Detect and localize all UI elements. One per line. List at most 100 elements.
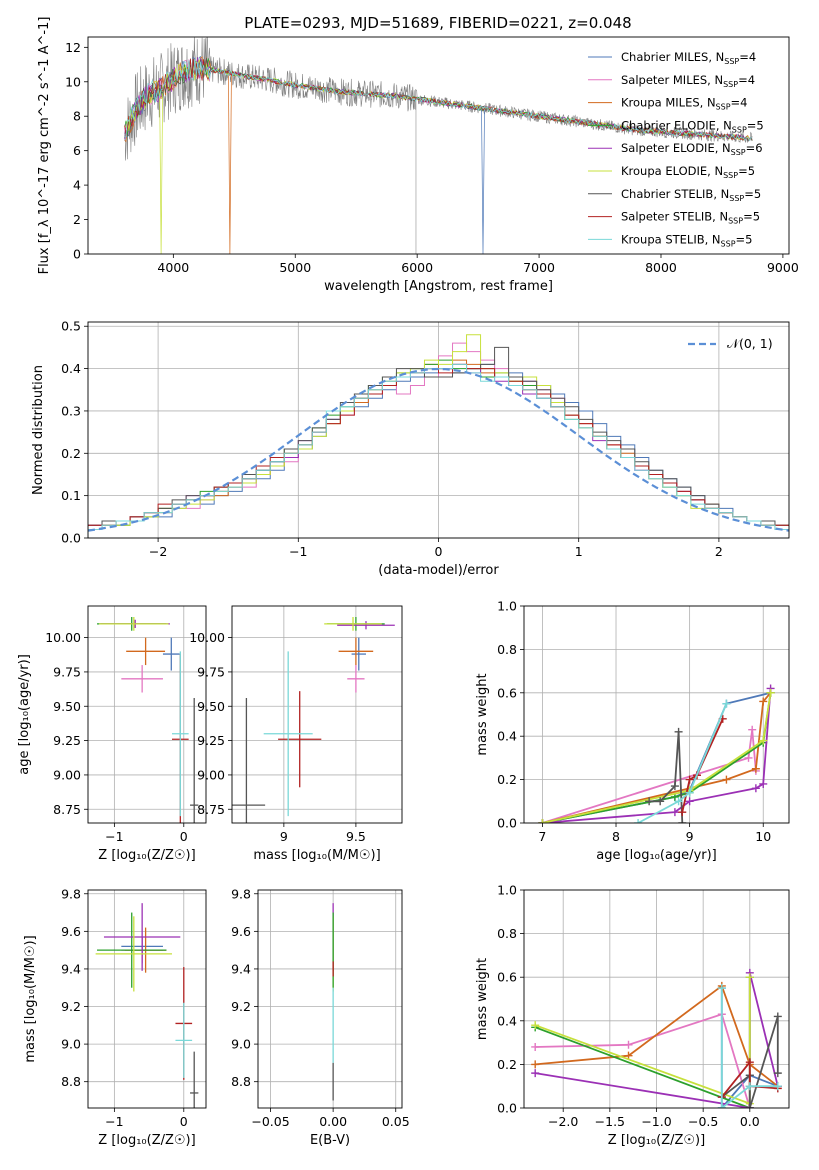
series-line bbox=[542, 729, 757, 823]
legend-label: Kroupa ELODIE, NSSP=5 bbox=[621, 164, 755, 180]
plus-marker bbox=[759, 697, 768, 706]
y-tick-label: 0.2 bbox=[61, 446, 81, 461]
y-axis-label: mass weight bbox=[475, 958, 490, 1040]
x-tick-label: −0.5 bbox=[688, 1114, 718, 1129]
y-tick-label: 9.50 bbox=[53, 699, 81, 714]
plus-marker bbox=[759, 779, 768, 788]
y-tick-label: 9.4 bbox=[231, 961, 251, 976]
x-tick-label: 0.05 bbox=[382, 1114, 410, 1129]
plus-marker bbox=[674, 727, 683, 736]
plus-marker bbox=[751, 764, 760, 773]
x-tick-label: 0.00 bbox=[319, 1114, 347, 1129]
residual-plot bbox=[88, 334, 789, 538]
x-axis-label: mass [log₁₀(M/M☉)] bbox=[253, 848, 380, 863]
plus-marker bbox=[678, 819, 687, 823]
x-axis-label: wavelength [Angstrom, rest frame] bbox=[324, 279, 553, 294]
x-tick-label: 10 bbox=[755, 829, 771, 844]
y-tick-label: 0.0 bbox=[497, 816, 517, 831]
y-tick-label: 9.8 bbox=[61, 886, 81, 901]
age_vs_mass-axes: 9 9.5 8.75 9.00 9.25 9.50 9.75 10.00 mass [log₁₀… bbox=[189, 606, 402, 863]
plus-marker bbox=[678, 808, 687, 817]
series-line bbox=[720, 988, 778, 1108]
plus-marker bbox=[624, 1040, 633, 1049]
y-axis-label: Normed distribution bbox=[31, 365, 46, 495]
spectrum-frame bbox=[87, 36, 790, 255]
plus-marker bbox=[759, 736, 768, 745]
plus-marker bbox=[531, 1021, 540, 1030]
mass_vs_Z-frame bbox=[87, 889, 207, 1109]
y-tick-label: 0.4 bbox=[497, 1013, 517, 1028]
y-tick-label: 0 bbox=[73, 247, 81, 262]
y-tick-label: 8 bbox=[73, 109, 81, 124]
y-tick-label: 0.2 bbox=[497, 772, 517, 787]
age_vs_Z-frame bbox=[87, 605, 207, 824]
plus-marker bbox=[634, 819, 643, 823]
plus-marker bbox=[748, 725, 757, 734]
plus-marker bbox=[670, 782, 679, 791]
plus-marker bbox=[531, 1069, 540, 1078]
y-tick-label: 9.00 bbox=[197, 767, 225, 782]
y-tick-label: 0.0 bbox=[61, 531, 81, 546]
x-axis-label: Z [log₁₀(Z/Z☉)] bbox=[608, 1133, 705, 1148]
plus-marker bbox=[751, 784, 760, 793]
y-axis-label: age [log₁₀(age/yr)] bbox=[17, 654, 32, 775]
mass_vs_ebv-axes: −0.05 0.00 0.05 8.8 9.0 9.2 9.4 9.6 9.8 E(B-V) bbox=[231, 886, 410, 1148]
legend-label: Kroupa MILES, NSSP=4 bbox=[621, 96, 747, 112]
age_vs_mass-frame bbox=[231, 605, 403, 824]
legend-label: Salpeter ELODIE, NSSP=6 bbox=[621, 141, 763, 157]
mass_vs_Z-plot bbox=[95, 903, 199, 1108]
x-tick-label: −2 bbox=[149, 544, 167, 559]
series-line bbox=[637, 703, 728, 823]
weight_vs_age-frame bbox=[523, 605, 790, 824]
x-axis-label: Z [log₁₀(Z/Z☉)] bbox=[98, 848, 195, 863]
x-axis-label: E(B-V) bbox=[310, 1133, 350, 1148]
normal-curve bbox=[88, 367, 789, 532]
plus-marker bbox=[670, 808, 679, 817]
x-tick-label: −1.0 bbox=[641, 1114, 671, 1129]
y-tick-label: 9.0 bbox=[231, 1037, 251, 1052]
x-tick-label: 5000 bbox=[279, 260, 311, 275]
series-line bbox=[542, 692, 772, 823]
y-tick-label: 6 bbox=[73, 143, 81, 158]
y-tick-label: 0.3 bbox=[61, 403, 81, 418]
y-tick-label: 4 bbox=[73, 178, 81, 193]
y-tick-label: 9.00 bbox=[53, 767, 81, 782]
weight_vs_Z-plot bbox=[531, 968, 782, 1108]
x-tick-label: −1 bbox=[105, 1114, 123, 1129]
y-axis-label: mass [log₁₀(M/M☉)] bbox=[23, 935, 38, 1062]
y-tick-label: 9.2 bbox=[61, 999, 81, 1014]
x-tick-label: 0 bbox=[180, 829, 188, 844]
x-tick-label: 1 bbox=[575, 544, 583, 559]
age_vs_Z-plot bbox=[97, 616, 199, 823]
plus-marker bbox=[685, 775, 694, 784]
x-tick-label: 9.5 bbox=[346, 829, 366, 844]
y-tick-label: 12 bbox=[65, 40, 81, 55]
plus-marker bbox=[674, 797, 683, 806]
x-tick-label: 0 bbox=[435, 544, 443, 559]
y-axis-label: mass weight bbox=[475, 673, 490, 755]
plus-marker bbox=[745, 973, 754, 982]
y-tick-label: 9.75 bbox=[53, 664, 81, 679]
y-tick-label: 9.25 bbox=[197, 733, 225, 748]
y-tick-label: 8.8 bbox=[231, 1074, 251, 1089]
x-tick-label: −1 bbox=[289, 544, 307, 559]
y-tick-label: 9.6 bbox=[61, 924, 81, 939]
x-tick-label: 9000 bbox=[767, 260, 799, 275]
y-tick-label: 1.0 bbox=[497, 599, 517, 614]
y-tick-label: 0.4 bbox=[497, 729, 517, 744]
y-tick-label: 9.0 bbox=[61, 1037, 81, 1052]
series-line bbox=[534, 977, 751, 1108]
mass_vs_ebv-frame bbox=[257, 889, 403, 1109]
y-tick-label: 8.75 bbox=[53, 802, 81, 817]
series-line bbox=[542, 688, 772, 823]
plus-marker bbox=[645, 797, 654, 806]
age_vs_mass-plot bbox=[232, 616, 395, 823]
y-tick-label: 0.4 bbox=[61, 361, 81, 376]
spectrum-plot bbox=[124, 37, 753, 254]
y-tick-label: 9.6 bbox=[231, 924, 251, 939]
y-tick-label: 10.00 bbox=[189, 630, 225, 645]
x-tick-label: 2 bbox=[715, 544, 723, 559]
x-tick-label: −0.05 bbox=[251, 1114, 289, 1129]
